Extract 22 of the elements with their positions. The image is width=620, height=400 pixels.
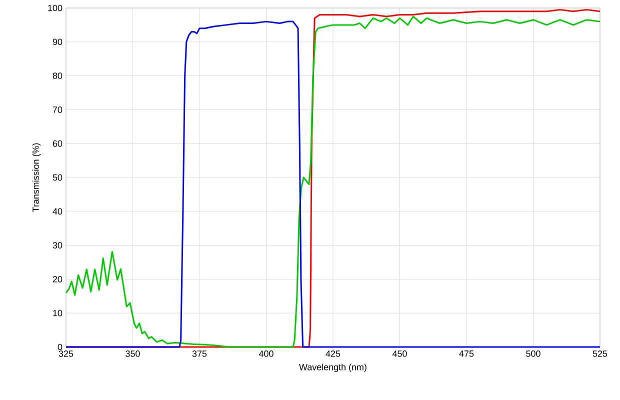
y-tick-label: 0 bbox=[58, 344, 62, 350]
y-tick-label: 80 bbox=[52, 72, 62, 79]
x-tick-label: 325 bbox=[58, 350, 74, 357]
y-tick-label: 20 bbox=[52, 276, 62, 282]
y-tick-label: 40 bbox=[52, 208, 62, 215]
y-tick-label: 70 bbox=[52, 106, 62, 113]
y-tick-label: 30 bbox=[52, 242, 62, 248]
x-tick-label: 350 bbox=[126, 350, 140, 357]
y-tick-label: 60 bbox=[52, 140, 62, 147]
x-tick-label: 450 bbox=[392, 350, 407, 357]
y-tick-label: 90 bbox=[52, 38, 62, 46]
x-tick-label: 400 bbox=[258, 350, 274, 357]
x-axis-title: Wavelength (nm) bbox=[299, 364, 366, 372]
x-tick-label: 475 bbox=[459, 350, 474, 357]
y-tick-label: 50 bbox=[52, 174, 62, 181]
y-tick-label: 100 bbox=[48, 4, 62, 12]
x-tick-label: 425 bbox=[326, 350, 340, 357]
x-tick-label: 525 bbox=[592, 350, 608, 357]
y-axis-title: Transmission (%) bbox=[32, 143, 41, 212]
y-tick-label: 10 bbox=[53, 310, 62, 316]
x-tick-label: 375 bbox=[192, 350, 207, 357]
x-tick-label: 500 bbox=[526, 350, 540, 357]
